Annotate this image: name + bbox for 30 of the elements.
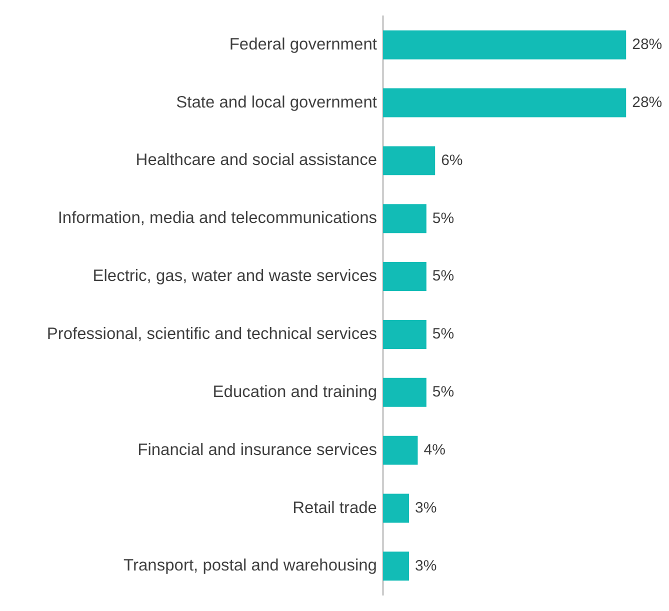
bar [383,436,418,465]
y-tick-label: Healthcare and social assistance [136,151,377,170]
y-tick-label: Education and training [212,382,377,401]
bar [383,88,626,118]
bar [383,204,426,234]
y-tick-label: State and local government [176,93,378,112]
data-label: 28% [632,36,662,53]
data-label: 5% [432,326,454,343]
y-tick-label: Electric, gas, water and waste services [92,267,377,286]
data-label: 5% [432,384,454,401]
y-tick-label: Retail trade [292,498,377,517]
data-label: 28% [632,94,662,111]
y-tick-label: Financial and insurance services [138,440,377,459]
bar [383,30,626,60]
data-label: 6% [441,152,463,169]
y-tick-label: Transport, postal and warehousing [124,556,377,575]
data-label: 5% [432,210,454,227]
bar [383,378,426,407]
data-label: 5% [432,268,454,285]
bar [383,494,410,523]
data-label: 3% [415,557,437,574]
y-tick-label: Federal government [229,35,378,54]
y-tick-label: Information, media and telecommunications [58,209,377,228]
y-tick-label: Professional, scientific and technical services [46,325,377,344]
bar [383,262,426,292]
data-label: 3% [415,499,437,516]
bar [383,320,426,349]
bar [383,146,436,176]
bar [383,552,410,581]
data-label: 4% [424,441,446,458]
